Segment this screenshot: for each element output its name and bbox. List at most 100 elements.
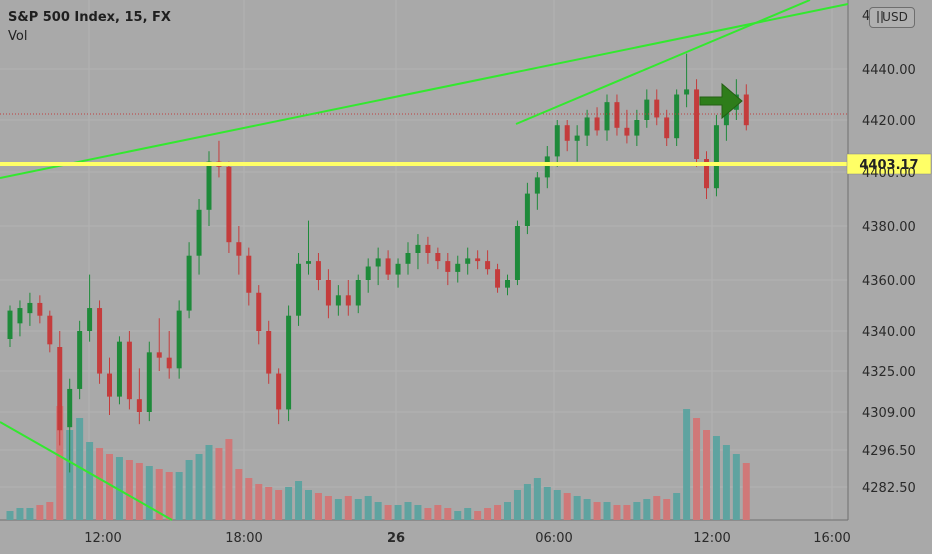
volume-bar <box>334 499 342 520</box>
volume-bar <box>125 460 133 520</box>
volume-bar <box>324 496 332 520</box>
volume-bar <box>394 505 402 520</box>
price-level-tag[interactable] <box>846 153 932 175</box>
volume-bar <box>603 502 611 520</box>
candle-body <box>355 280 361 306</box>
candle-body <box>524 193 530 226</box>
volume-bar <box>633 502 641 520</box>
chart-title: S&P 500 Index, 15, FX <box>8 10 171 25</box>
volume-bar <box>533 478 541 520</box>
volume-bar <box>374 502 382 520</box>
y-tick-label: 4296.50 <box>862 444 916 459</box>
volume-bar <box>543 487 551 520</box>
y-tick-label: 4420.00 <box>862 114 916 129</box>
volume-bar <box>235 469 243 520</box>
volume-bar <box>404 502 412 520</box>
candle-body <box>325 280 331 306</box>
volume-bar <box>504 502 511 520</box>
arrow-annotation[interactable] <box>699 82 743 120</box>
candle-body <box>684 89 690 95</box>
candle-body <box>475 258 481 262</box>
volume-bar <box>653 496 661 520</box>
volume-bar <box>344 496 352 520</box>
volume-bar <box>106 454 113 520</box>
volume-bar <box>16 508 24 520</box>
volume-bar <box>424 508 432 520</box>
candle-body <box>594 117 600 131</box>
candle-body <box>97 308 103 374</box>
candle-body <box>37 302 43 316</box>
x-tick-label: 16:00 <box>813 531 850 546</box>
volume-bar <box>26 508 34 520</box>
candle-body <box>654 99 660 118</box>
trend-line-upper[interactable] <box>0 3 849 179</box>
volume-bar <box>185 460 193 520</box>
candle-body <box>126 341 132 400</box>
volume-bar <box>165 472 173 520</box>
candle-body <box>146 352 152 412</box>
y-tick-label: 4440.00 <box>862 63 916 78</box>
candle-body <box>226 166 232 243</box>
candle-body <box>564 125 570 141</box>
volume-bar <box>6 511 14 520</box>
volume-bar <box>513 490 521 520</box>
candle-body <box>266 331 272 374</box>
y-tick-label: 4340.00 <box>862 325 916 340</box>
candle-body <box>505 280 510 288</box>
candle-body <box>425 244 431 253</box>
volume-bar <box>613 505 621 520</box>
candle-body <box>7 310 13 339</box>
volume-bar <box>623 505 631 520</box>
candle-body <box>246 255 252 293</box>
y-tick-label: 4309.00 <box>862 406 916 421</box>
candle-body <box>604 102 610 131</box>
candle-body <box>186 255 192 311</box>
candle-body <box>704 159 709 189</box>
currency-button[interactable]: USD <box>869 7 915 28</box>
x-tick-label: 06:00 <box>535 531 572 546</box>
candle-body <box>405 253 411 264</box>
candle-body <box>77 331 83 389</box>
candle-body <box>713 125 719 189</box>
x-tick-label: 12:00 <box>693 531 730 546</box>
volume-bar <box>563 493 571 520</box>
volume-bar <box>673 493 681 520</box>
candle-body <box>534 177 540 194</box>
candle-body <box>415 244 421 253</box>
volume-bar <box>444 508 452 520</box>
volume-bar <box>454 511 462 520</box>
candle-body <box>47 315 53 345</box>
candle-body <box>574 135 580 141</box>
candle-body <box>206 161 212 210</box>
volume-bar <box>523 484 531 520</box>
candle-body <box>335 295 341 306</box>
plot-area[interactable] <box>0 0 848 520</box>
volume-bar <box>76 418 84 520</box>
price-axis[interactable] <box>848 0 932 550</box>
volume-indicator-label[interactable]: Vol <box>8 29 28 44</box>
x-tick-label: 26 <box>387 531 405 546</box>
volume-bar <box>732 454 740 520</box>
candle-body <box>694 89 700 159</box>
candle-body <box>136 399 142 412</box>
volume-bar <box>255 484 263 520</box>
candle-body <box>445 261 451 272</box>
candle-body <box>296 263 302 316</box>
volume-bar <box>742 463 750 520</box>
currency-label: USD <box>882 10 908 24</box>
trend-line-lower[interactable] <box>0 421 173 521</box>
volume-bar <box>265 487 273 520</box>
volume-bar <box>474 511 482 520</box>
candle-body <box>514 226 520 280</box>
candle-body <box>365 266 371 280</box>
candle-body <box>664 117 670 139</box>
volume-bar <box>693 418 701 520</box>
candle-body <box>634 120 640 136</box>
candle-body <box>723 109 729 126</box>
trend-line-steep[interactable] <box>515 0 811 125</box>
volume-bar <box>553 490 561 520</box>
candle-body <box>614 102 620 128</box>
y-tick-label: 4400.00 <box>862 166 916 181</box>
